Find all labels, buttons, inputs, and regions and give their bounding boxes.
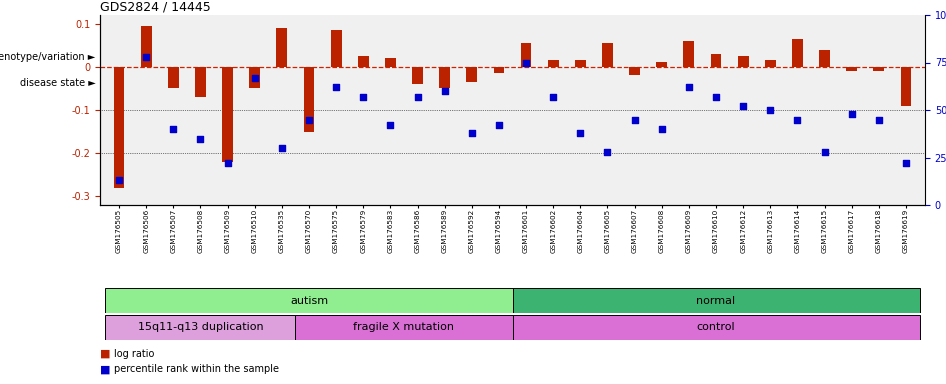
Point [817, 149, 832, 155]
Bar [466, 67, 477, 82]
Text: autism: autism [289, 296, 328, 306]
Bar [105, 288, 513, 313]
Text: genotype/variation ►: genotype/variation ► [0, 51, 96, 61]
Point [356, 94, 371, 100]
Point [709, 94, 724, 100]
Bar [901, 67, 911, 106]
Point [600, 149, 615, 155]
Bar [683, 41, 694, 67]
Point [518, 60, 534, 66]
Point [681, 84, 696, 90]
Point [302, 116, 317, 122]
Text: control: control [696, 323, 735, 333]
Point [437, 88, 452, 94]
Bar [412, 67, 423, 84]
Point [274, 145, 289, 151]
Text: GDS2824 / 14445: GDS2824 / 14445 [100, 1, 211, 14]
Point [193, 136, 208, 142]
Bar [105, 315, 295, 340]
Bar [629, 67, 640, 75]
Bar [873, 67, 885, 71]
Bar [738, 56, 748, 67]
Point [736, 103, 751, 109]
Point [871, 116, 886, 122]
Point [383, 122, 398, 128]
Bar [710, 54, 722, 67]
Bar [520, 43, 532, 67]
Text: ■: ■ [100, 349, 111, 359]
Point [546, 94, 561, 100]
Text: normal: normal [696, 296, 736, 306]
Point [166, 126, 181, 132]
Bar [657, 63, 667, 67]
Bar [249, 67, 260, 88]
Point [491, 122, 506, 128]
Text: fragile X mutation: fragile X mutation [354, 323, 454, 333]
Text: disease state ►: disease state ► [20, 78, 96, 88]
Bar [602, 43, 613, 67]
Bar [276, 28, 288, 67]
Bar [548, 60, 559, 67]
Point [112, 177, 127, 184]
Point [627, 116, 642, 122]
Bar [439, 67, 450, 88]
Bar [141, 26, 151, 67]
Point [790, 116, 805, 122]
Bar [792, 39, 803, 67]
Bar [575, 60, 586, 67]
Point [844, 111, 859, 117]
Bar [765, 60, 776, 67]
Point [328, 84, 343, 90]
Bar [331, 30, 342, 67]
Point [247, 74, 262, 81]
Point [464, 130, 480, 136]
Bar [847, 67, 857, 71]
Point [138, 54, 153, 60]
Text: percentile rank within the sample: percentile rank within the sample [114, 364, 279, 374]
Point [572, 130, 587, 136]
Bar [494, 67, 504, 73]
Point [410, 94, 425, 100]
Bar [513, 315, 920, 340]
Bar [222, 67, 233, 162]
Bar [513, 288, 920, 313]
Text: log ratio: log ratio [114, 349, 154, 359]
Bar [195, 67, 206, 97]
Bar [819, 50, 830, 67]
Bar [358, 56, 369, 67]
Bar [295, 315, 513, 340]
Point [762, 107, 778, 113]
Bar [385, 58, 395, 67]
Point [899, 160, 914, 166]
Text: ■: ■ [100, 364, 111, 374]
Point [655, 126, 670, 132]
Bar [114, 67, 125, 188]
Bar [167, 67, 179, 88]
Text: 15q11-q13 duplication: 15q11-q13 duplication [137, 323, 263, 333]
Point [220, 160, 236, 166]
Bar [304, 67, 314, 132]
